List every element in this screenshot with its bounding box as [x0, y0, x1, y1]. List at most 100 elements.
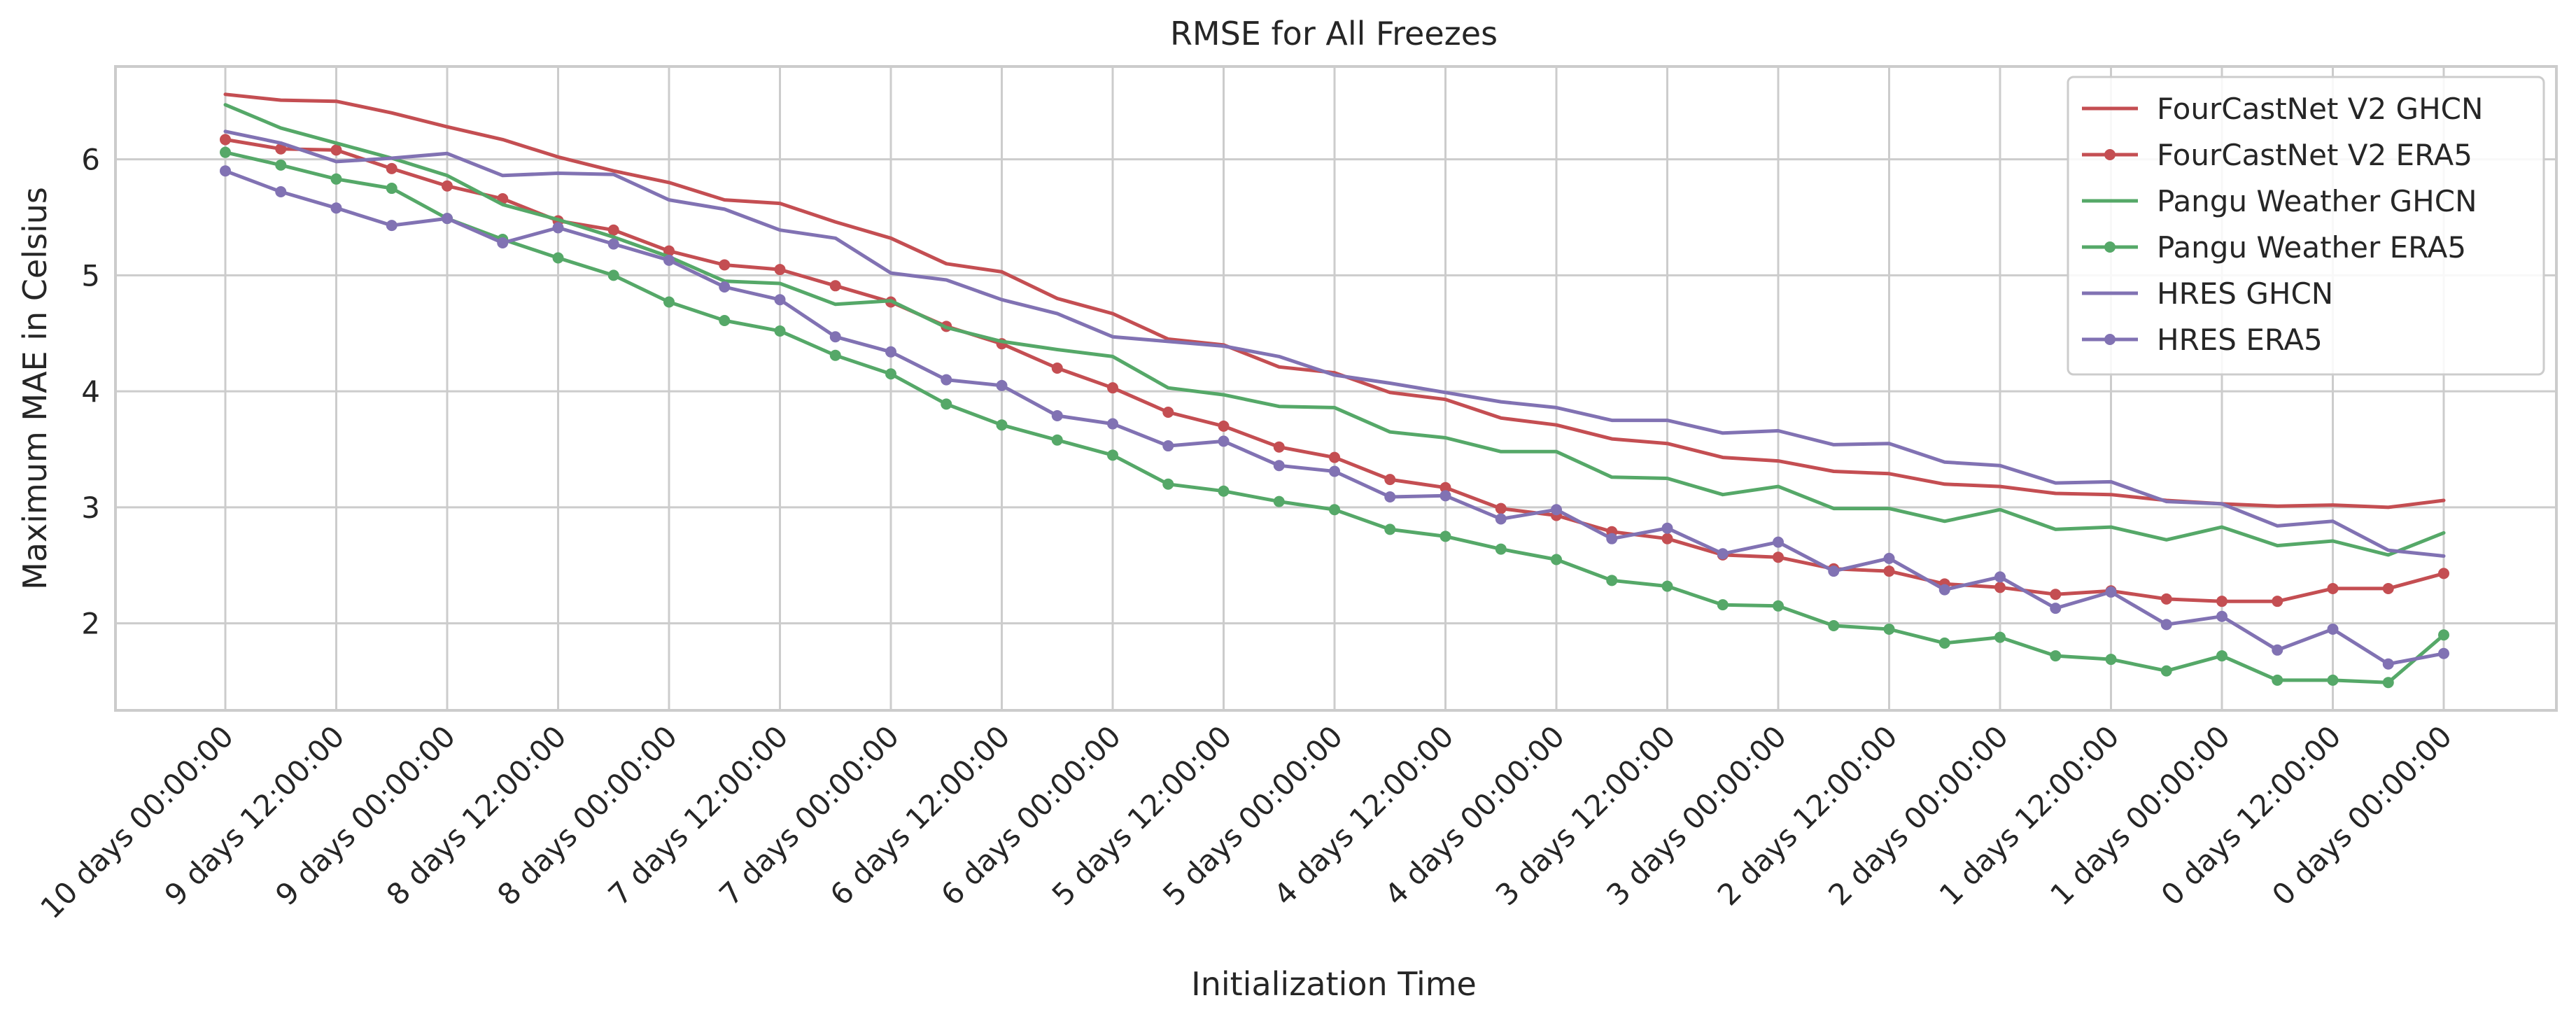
data-point: [829, 280, 841, 292]
data-point: [1938, 637, 1950, 649]
legend: FourCastNet V2 GHCN FourCastNet V2 ERA5 Pa…: [2067, 76, 2545, 376]
data-point: [1218, 420, 1230, 432]
data-point: [2438, 568, 2449, 579]
data-point: [2216, 650, 2227, 662]
data-point: [1661, 580, 1673, 592]
data-point: [829, 349, 841, 361]
data-point: [330, 202, 342, 214]
legend-item: FourCastNet V2 ERA5: [2082, 138, 2472, 172]
data-point: [774, 294, 786, 306]
legend-label: FourCastNet V2 ERA5: [2157, 138, 2472, 172]
data-point: [1773, 551, 1784, 563]
data-point: [2327, 623, 2339, 635]
data-point: [774, 264, 786, 276]
series-line-hres-ghcn: [223, 129, 2446, 558]
data-point: [2105, 654, 2117, 666]
data-point: [1107, 382, 1118, 394]
data-point: [607, 224, 619, 236]
data-point: [1717, 548, 1729, 560]
legend-item: HRES GHCN: [2082, 276, 2333, 311]
data-point: [1384, 523, 1396, 535]
data-point: [719, 315, 731, 327]
data-point: [2272, 674, 2283, 686]
series-hres-era5: [220, 165, 2449, 670]
grid-layer: [115, 66, 2556, 710]
data-point: [1606, 575, 1618, 586]
data-point: [1218, 485, 1230, 497]
data-point: [1218, 435, 1230, 447]
data-point: [2272, 644, 2283, 656]
data-point: [1440, 482, 1451, 493]
legend-items: FourCastNet V2 GHCN FourCastNet V2 ERA5 Pa…: [2082, 92, 2483, 357]
data-point: [1051, 409, 1063, 421]
data-point: [275, 186, 287, 198]
chart-title: RMSE for All Freezes: [1170, 15, 1498, 52]
series-fourcastnet-v2-ghcn: [223, 92, 2446, 510]
legend-marker: [2104, 241, 2116, 253]
data-point: [1107, 418, 1118, 430]
data-point: [885, 368, 896, 380]
data-point: [1994, 631, 2006, 643]
data-point: [607, 238, 619, 250]
data-point: [1273, 460, 1285, 472]
data-point: [2272, 596, 2283, 607]
data-point: [275, 159, 287, 171]
data-point: [220, 165, 231, 177]
data-point: [442, 180, 453, 192]
data-point: [1273, 441, 1285, 453]
data-point: [2327, 582, 2339, 594]
data-point: [1384, 474, 1396, 486]
data-point: [1051, 362, 1063, 374]
data-point: [386, 183, 397, 195]
data-point: [442, 213, 453, 225]
data-point: [2216, 610, 2227, 622]
data-point: [1162, 406, 1174, 418]
data-point: [1440, 530, 1451, 542]
data-point: [1495, 543, 1507, 555]
data-point: [2438, 647, 2449, 659]
data-point: [1162, 478, 1174, 490]
data-point: [1883, 565, 1895, 577]
data-point: [2105, 586, 2117, 598]
data-point: [996, 419, 1008, 431]
data-point: [941, 398, 952, 410]
data-point: [1606, 533, 1618, 544]
data-point: [552, 252, 564, 264]
y-tick-label: 5: [81, 258, 100, 293]
legend-item: Pangu Weather GHCN: [2082, 184, 2477, 218]
x-tick-label: 10 days 00:00:00: [34, 719, 240, 925]
data-point: [1994, 582, 2006, 593]
data-point: [1828, 619, 1840, 631]
series-line-fourcastnet-v2-ghcn: [223, 92, 2446, 510]
legend-label: HRES GHCN: [2157, 276, 2333, 311]
data-point: [2160, 665, 2172, 677]
data-point: [1440, 490, 1451, 502]
data-point: [330, 144, 342, 156]
data-point: [1994, 571, 2006, 583]
legend-box: [2067, 76, 2545, 376]
data-point: [1551, 504, 1562, 516]
data-point: [1329, 465, 1340, 477]
data-point: [1883, 623, 1895, 635]
data-point: [1495, 503, 1507, 514]
data-point: [1384, 491, 1396, 503]
legend-label: Pangu Weather GHCN: [2157, 184, 2477, 218]
legend-item: FourCastNet V2 GHCN: [2082, 92, 2483, 126]
data-point: [829, 331, 841, 343]
y-tick-label: 4: [81, 374, 100, 409]
series-line-pangu-weather-ghcn: [223, 103, 2446, 557]
data-point: [1773, 536, 1784, 548]
y-tick-labels: 2 3 4 5 6: [81, 143, 100, 641]
x-axis-label: Initialization Time: [1191, 965, 1477, 1003]
data-point: [1661, 522, 1673, 534]
data-point: [941, 374, 952, 386]
data-point: [1828, 565, 1840, 577]
data-point: [719, 281, 731, 293]
data-point: [663, 245, 675, 257]
data-point: [885, 346, 896, 358]
y-tick-label: 3: [81, 491, 100, 525]
data-point: [220, 146, 231, 158]
data-point: [1717, 599, 1729, 611]
data-point: [386, 220, 397, 232]
